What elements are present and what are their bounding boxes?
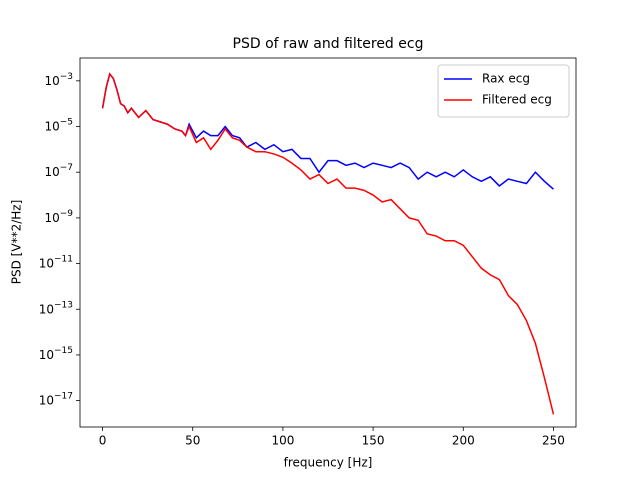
line xyxy=(101,72,555,415)
y-axis-label: PSD [V**2/Hz] xyxy=(10,200,24,284)
x-tick-label: 150 xyxy=(362,434,385,448)
legend-label: Filtered ecg xyxy=(482,93,552,107)
x-tick-label: 250 xyxy=(542,434,565,448)
x-axis-label: frequency [Hz] xyxy=(284,456,373,470)
y-tick-label: 10−7 xyxy=(44,163,73,179)
plot-frame xyxy=(79,57,577,428)
legend-box xyxy=(437,64,570,118)
x-tick-label: 0 xyxy=(99,434,107,448)
x-tick-label: 200 xyxy=(452,434,475,448)
y-tick-label: 10−9 xyxy=(44,208,73,224)
y-tick-label: 10−13 xyxy=(39,300,73,316)
chart-title: PSD of raw and filtered ecg xyxy=(233,36,424,52)
y-tick-label: 10−15 xyxy=(39,345,73,361)
x-tick-label: 50 xyxy=(185,434,200,448)
legend-label: Rax ecg xyxy=(482,72,530,86)
y-tick-label: 10−3 xyxy=(44,71,73,87)
y-tick-label: 10−11 xyxy=(39,254,73,270)
y-tick-label: 10−17 xyxy=(39,391,73,407)
y-tick-label: 10−5 xyxy=(44,117,73,133)
x-tick-label: 100 xyxy=(271,434,294,448)
